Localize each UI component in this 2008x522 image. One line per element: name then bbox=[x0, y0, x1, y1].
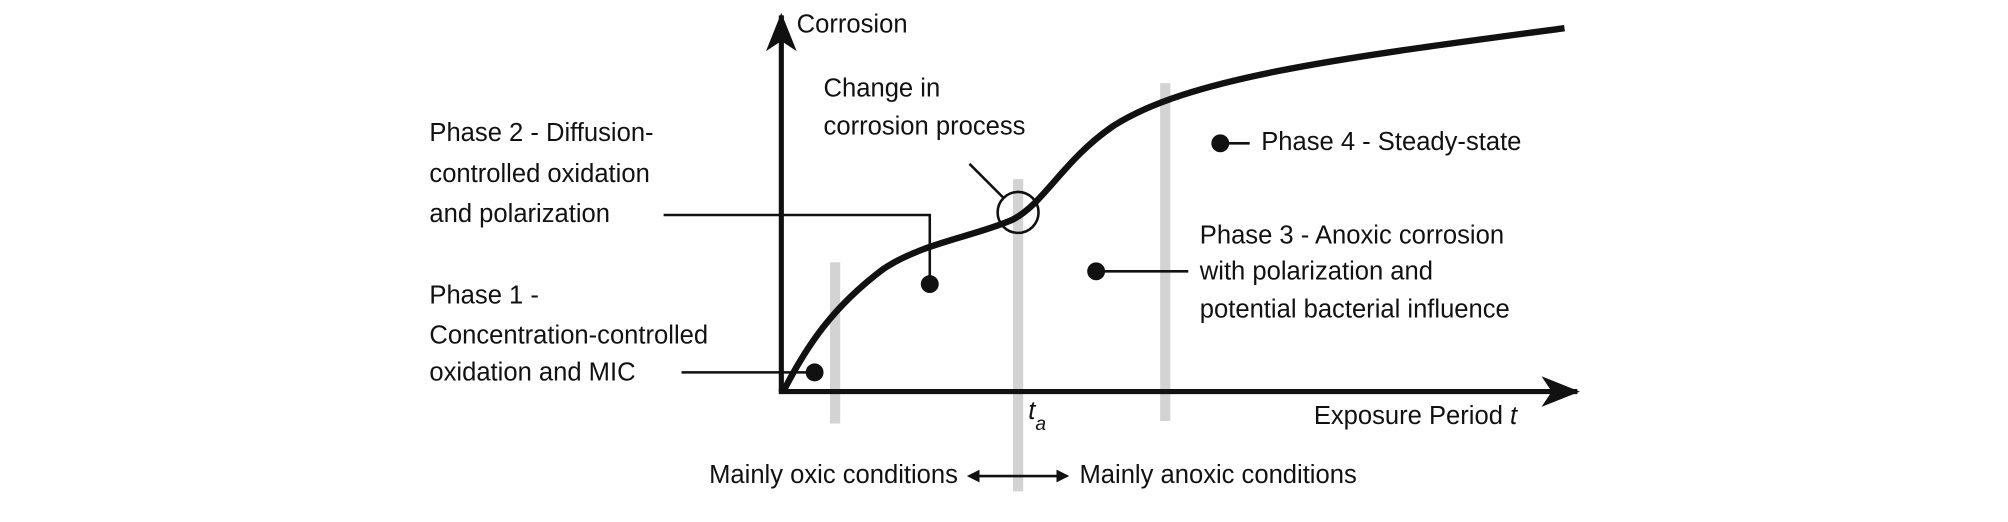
phase-label: Phase 4 - Steady-state bbox=[1261, 128, 1521, 156]
phase-label: Concentration-controlled bbox=[429, 321, 708, 349]
phase-label: Phase 3 - Anoxic corrosion bbox=[1200, 222, 1504, 250]
y-axis-label: Corrosion bbox=[797, 10, 908, 38]
x-axis-symbol: t bbox=[1510, 402, 1518, 430]
leader-line bbox=[663, 213, 932, 279]
phase-label: controlled oxidation bbox=[429, 160, 649, 188]
phase-label: and polarization bbox=[429, 200, 610, 228]
transition-subscript: a bbox=[1035, 414, 1046, 435]
phase-boundary bbox=[1012, 179, 1024, 492]
change-label: corrosion process bbox=[824, 113, 1026, 141]
phase-boundary bbox=[1160, 83, 1171, 422]
x-axis-label-text: Exposure Period bbox=[1314, 402, 1503, 430]
change-marker bbox=[996, 190, 1040, 235]
phase-label: Phase 2 - Diffusion- bbox=[429, 119, 653, 147]
phase-dot bbox=[920, 275, 939, 294]
corrosion-curve bbox=[781, 24, 1565, 392]
condition-label: Mainly oxic conditions bbox=[709, 461, 958, 489]
transition-symbol: t bbox=[1028, 397, 1036, 425]
leader-line bbox=[968, 162, 1005, 200]
phase-label: oxidation and MIC bbox=[429, 358, 635, 386]
transition-label: ta bbox=[1028, 397, 1046, 435]
phase-boundary bbox=[829, 262, 841, 424]
phase-label: potential bacterial influence bbox=[1200, 296, 1510, 324]
condition-label: Mainly anoxic conditions bbox=[1080, 461, 1357, 489]
phase-label: Phase 1 - bbox=[429, 282, 538, 310]
phase-dot bbox=[805, 363, 824, 382]
phase-label: with polarization and bbox=[1199, 257, 1433, 285]
change-label: Change in bbox=[824, 74, 941, 102]
x-axis-label: Exposure Period t bbox=[1314, 402, 1518, 430]
